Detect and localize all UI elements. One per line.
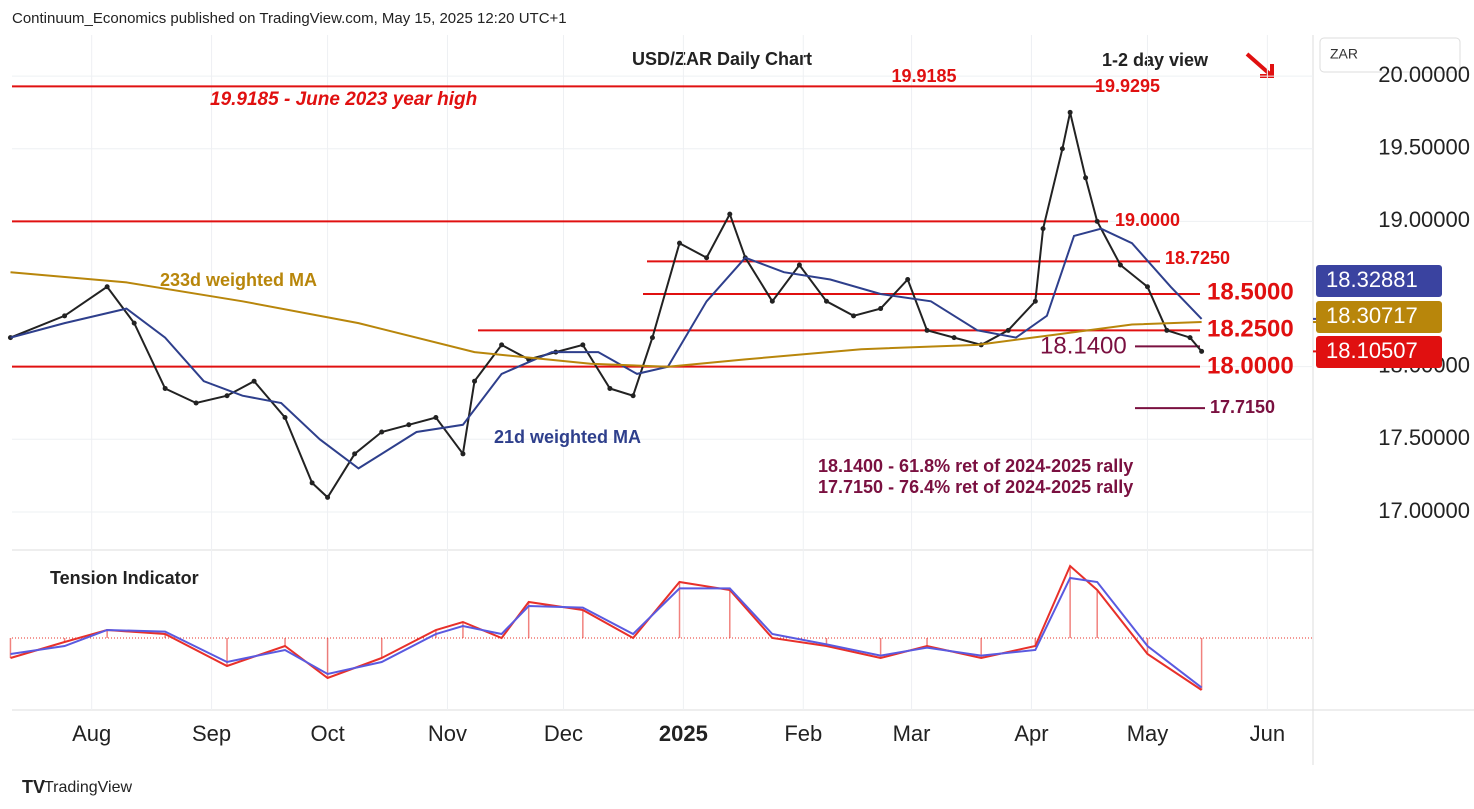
close-point xyxy=(630,393,636,399)
close-point xyxy=(1117,262,1123,268)
close-point xyxy=(704,255,710,261)
price-badge xyxy=(1316,301,1442,333)
level-label: 18.7250 xyxy=(1165,248,1230,268)
close-point xyxy=(727,211,733,217)
close-point xyxy=(62,313,68,319)
x-tick-label: 2025 xyxy=(659,721,708,746)
header: Continuum_Economics published on Trading… xyxy=(12,10,567,27)
indicator-line xyxy=(10,564,1203,691)
footer: TradingView xyxy=(44,779,132,796)
y-tick-label: 19.00000 xyxy=(1378,207,1470,232)
x-tick-label: Feb xyxy=(784,721,822,746)
price-badge-label: 18.10507 xyxy=(1326,338,1418,363)
price-badge-label: 18.32881 xyxy=(1326,267,1418,292)
level-label: 19.0000 xyxy=(1115,210,1180,230)
close-point xyxy=(282,415,288,421)
close-point xyxy=(1083,175,1089,181)
y-tick-label: 19.50000 xyxy=(1378,135,1470,160)
close-point xyxy=(851,313,857,319)
annotation: 19.9185 - June 2023 year high xyxy=(210,89,477,110)
close-point xyxy=(677,240,683,246)
close-point xyxy=(224,393,230,399)
close-point xyxy=(472,378,478,384)
close-point xyxy=(951,335,957,341)
close-point xyxy=(433,415,439,421)
annotation: 17.7150 - 76.4% ret of 2024-2025 rally xyxy=(818,477,1133,497)
close-point xyxy=(878,306,884,312)
x-tick-label: Mar xyxy=(893,721,931,746)
close-point xyxy=(325,494,331,500)
close-point xyxy=(460,451,466,457)
y-tick-label: 20.00000 xyxy=(1378,62,1470,87)
close-point xyxy=(769,298,775,304)
x-tick-label: Jun xyxy=(1250,721,1285,746)
level-label: 18.0000 xyxy=(1207,352,1294,379)
x-tick-label: Nov xyxy=(428,721,467,746)
close-point xyxy=(104,284,110,290)
close-point xyxy=(1059,146,1065,152)
y-tick-label: 17.50000 xyxy=(1378,425,1470,450)
close-point xyxy=(162,385,168,391)
chart-title: USD/ZAR Daily Chart xyxy=(632,49,812,69)
x-tick-label: Oct xyxy=(310,721,344,746)
close-point xyxy=(379,429,385,435)
indicator-title: Tension Indicator xyxy=(50,568,199,588)
close-point xyxy=(131,320,137,326)
annotation: 18.1400 - 61.8% ret of 2024-2025 rally xyxy=(818,456,1133,476)
annotation: 21d weighted MA xyxy=(494,427,641,447)
close-point xyxy=(1067,109,1073,115)
close-point xyxy=(1032,298,1038,304)
currency: ZAR xyxy=(1330,46,1358,62)
close-point xyxy=(193,400,199,406)
close-point xyxy=(607,385,613,391)
level-label: 18.2500 xyxy=(1207,315,1294,342)
close-point xyxy=(649,335,655,341)
price-badge xyxy=(1316,265,1442,297)
close-point xyxy=(1144,284,1150,290)
series-line xyxy=(10,227,1203,470)
price-badge xyxy=(1316,336,1442,368)
close-point xyxy=(499,342,505,348)
close-point xyxy=(1005,327,1011,333)
close-point xyxy=(1094,218,1100,224)
close-point xyxy=(905,276,911,282)
series-line xyxy=(10,271,1202,368)
tv-logo: TV xyxy=(22,777,45,797)
annotation: 19.9185 xyxy=(891,66,956,86)
x-tick-label: May xyxy=(1127,721,1169,746)
indicator-line xyxy=(10,576,1203,689)
close-point xyxy=(1187,335,1193,341)
close-point xyxy=(924,327,930,333)
x-tick-label: Apr xyxy=(1014,721,1048,746)
x-tick-label: Sep xyxy=(192,721,231,746)
close-point xyxy=(1164,327,1170,333)
level-label: 18.1400 xyxy=(1040,332,1127,359)
level-label: 17.7150 xyxy=(1210,397,1275,417)
annotation: 233d weighted MA xyxy=(160,270,317,290)
close-point xyxy=(251,378,257,384)
subtitle: 1-2 day view xyxy=(1102,50,1209,70)
close-point xyxy=(1199,348,1205,354)
y-tick-label: 17.00000 xyxy=(1378,498,1470,523)
close-point xyxy=(406,422,412,428)
close-point xyxy=(823,298,829,304)
level-label: 18.5000 xyxy=(1207,278,1294,305)
plot-bg xyxy=(12,35,1313,710)
close-point xyxy=(352,451,358,457)
close-point xyxy=(580,342,586,348)
price-badge-label: 18.30717 xyxy=(1326,303,1418,328)
currency-box xyxy=(1319,37,1461,73)
close-point xyxy=(1040,226,1046,232)
close-point xyxy=(309,480,315,486)
x-tick-label: Dec xyxy=(544,721,583,746)
close-point xyxy=(796,262,802,268)
level-label: 19.9295 xyxy=(1095,76,1160,96)
x-tick-label: Aug xyxy=(72,721,111,746)
